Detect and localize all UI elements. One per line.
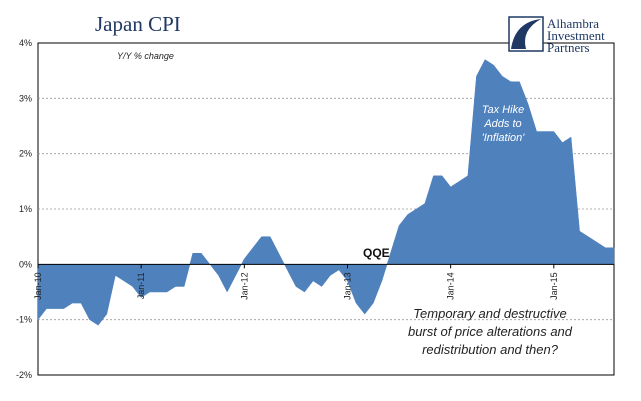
cpi-area bbox=[37, 59, 615, 326]
logo-line-2: Investment bbox=[547, 28, 605, 43]
y-tick-label: 3% bbox=[19, 93, 32, 103]
chart-subtitle: Y/Y % change bbox=[117, 51, 174, 61]
tax-hike-line-2: Adds to bbox=[483, 118, 521, 130]
tax-hike-line-1: Tax Hike bbox=[482, 104, 524, 116]
logo-mark-arc bbox=[511, 19, 541, 49]
logo-line-3: Partners bbox=[547, 40, 590, 55]
x-tick-label: Jan-11 bbox=[136, 272, 146, 299]
comment-line-1: Temporary and destructive bbox=[413, 306, 566, 321]
tax-hike-line-3: 'Inflation' bbox=[482, 132, 526, 144]
comment-line-2: burst of price alterations and bbox=[408, 324, 573, 339]
x-tick-label: Jan-14 bbox=[446, 272, 456, 300]
x-tick-label: Jan-10 bbox=[33, 272, 43, 300]
x-tick-label: Jan-12 bbox=[239, 272, 249, 300]
y-tick-label: -2% bbox=[16, 370, 32, 380]
y-tick-label: 4% bbox=[19, 38, 32, 48]
y-tick-label: 0% bbox=[19, 259, 32, 269]
y-tick-label: 1% bbox=[19, 204, 32, 214]
y-axis-ticks: 4% 3% 2% 1% 0% -1% -2% bbox=[16, 38, 32, 380]
x-tick-label: Jan-15 bbox=[549, 272, 559, 300]
comment-line-3: redistribution and then? bbox=[422, 342, 559, 357]
chart-title: Japan CPI bbox=[95, 12, 181, 36]
qqe-annotation: QQE bbox=[363, 246, 390, 260]
logo-line-1: Alhambra bbox=[547, 16, 599, 31]
alhambra-logo: Alhambra Investment Partners bbox=[508, 16, 605, 55]
x-axis-ticks: Jan-10 Jan-11 Jan-12 Jan-13 Jan-14 Jan-15 bbox=[33, 264, 559, 300]
y-tick-label: 2% bbox=[19, 149, 32, 159]
area-series bbox=[37, 59, 615, 326]
x-tick-label: Jan-13 bbox=[342, 272, 352, 300]
y-tick-label: -1% bbox=[16, 315, 32, 325]
